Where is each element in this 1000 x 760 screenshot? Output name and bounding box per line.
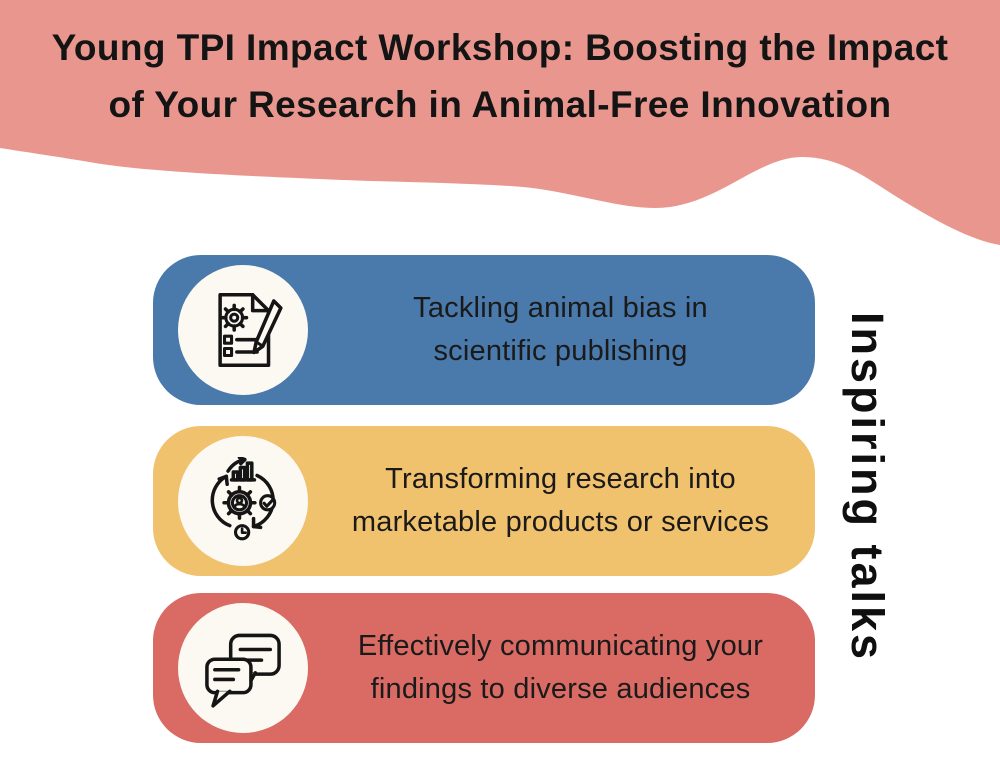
page-title-line-2: of Your Research in Animal-Free Innovati…	[108, 84, 892, 125]
card-communication-icon-circle	[178, 603, 308, 733]
header-wave-shape	[0, 0, 1000, 245]
card-publishing-label: Tackling animal bias in scientific publi…	[318, 255, 803, 405]
card-publishing-label-line-2: scientific publishing	[433, 335, 688, 367]
document-checklist-pencil-icon	[218, 293, 283, 367]
card-communication-label-line-2: findings to diverse audiences	[370, 673, 751, 705]
card-communication-label-line-1: Effectively communicating your	[357, 630, 764, 662]
speech-bubbles-icon	[205, 633, 281, 708]
page-title-line-1: Young TPI Impact Workshop: Boosting the …	[51, 27, 949, 68]
card-communication-label: Effectively communicating your findings …	[318, 593, 803, 743]
side-label-inspiring-talks: Inspiring talks	[842, 312, 893, 663]
page-title: Young TPI Impact Workshop: Boosting the …	[0, 19, 1000, 133]
card-publishing: Tackling animal bias in scientific publi…	[153, 255, 815, 405]
card-marketable-products-icon-circle	[178, 436, 308, 566]
card-marketable-products-label-line-1: Transforming research into	[385, 463, 736, 495]
card-marketable-products: Transforming research into marketable pr…	[153, 426, 815, 576]
card-communication: Effectively communicating your findings …	[153, 593, 815, 743]
card-publishing-icon-circle	[178, 265, 308, 395]
gear-process-cycle-icon	[210, 457, 277, 541]
card-marketable-products-label: Transforming research into marketable pr…	[318, 426, 803, 576]
header-wave	[0, 0, 1000, 245]
card-marketable-products-label-line-2: marketable products or services	[351, 506, 770, 538]
card-publishing-label-line-1: Tackling animal bias in	[413, 292, 708, 324]
